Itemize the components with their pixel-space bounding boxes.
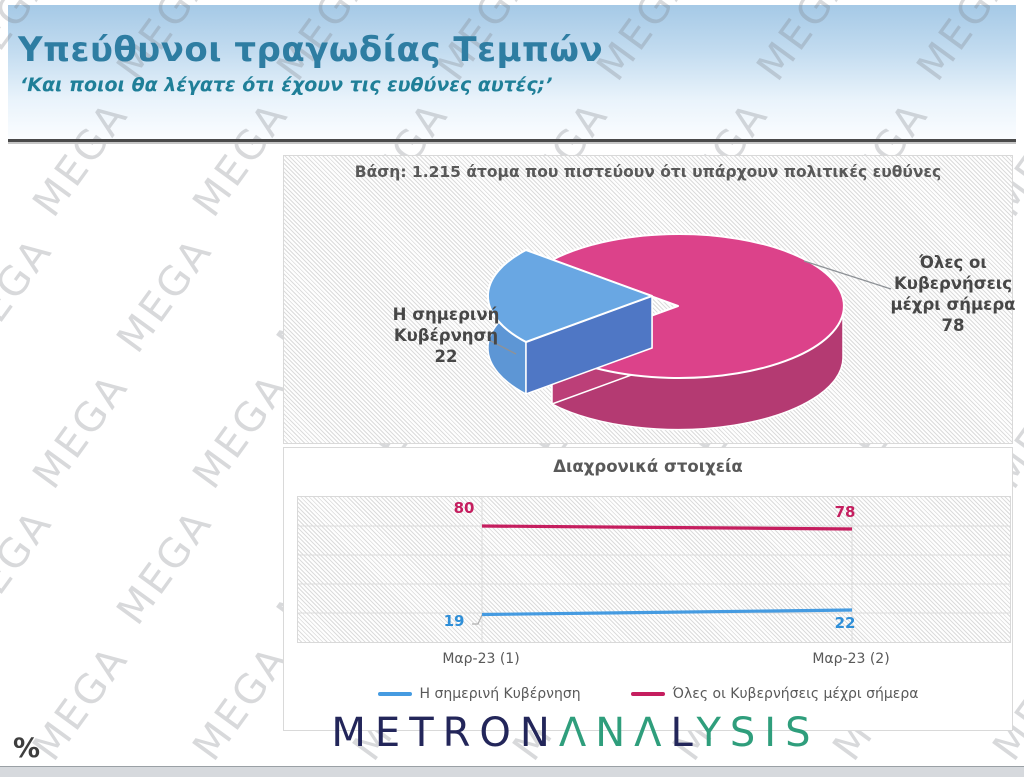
gridlines-vertical	[481, 497, 853, 642]
metron-analysis-logo: METRONΛNΛLYSIS	[331, 710, 819, 756]
series-government-line	[481, 608, 853, 617]
legend-item-government: Η σημερινή Κυβέρνηση	[377, 686, 581, 702]
pie-base-note: Βάση: 1.215 άτομα που πιστεύουν ότι υπάρ…	[354, 163, 942, 181]
pie-blue-top	[486, 249, 653, 343]
logo-ana: ΛNΛ	[558, 710, 671, 756]
mega-watermark: MEGA	[108, 228, 222, 362]
pie-label-all-governments: Όλες οι Κυβερνήσεις μέχρι σήμερα 78	[868, 252, 1024, 336]
logo-l: L	[670, 710, 697, 756]
trend-lines	[298, 497, 1010, 642]
pie-chart-panel: Βάση: 1.215 άτομα που πιστεύουν ότι υπάρ…	[283, 155, 1016, 444]
trend-plot-area	[297, 496, 1011, 643]
pie-value-government: 22	[434, 347, 458, 366]
page-subtitle: ‘Και ποιοι θα λέγατε ότι έχουν τις ευθύν…	[20, 74, 553, 96]
datalabel-pink-1: 80	[453, 499, 475, 517]
mega-watermark: MEGA	[24, 636, 138, 770]
legend-label-all-governments: Όλες οι Κυβερνήσεις μέχρι σήμερα	[672, 686, 919, 702]
logo-ysis: YSIS	[696, 710, 820, 756]
legend-label-government: Η σημερινή Κυβέρνηση	[419, 686, 581, 702]
label-hook-19	[472, 614, 483, 625]
pie-label-government: Η σημερινή Κυβέρνηση 22	[361, 304, 531, 367]
pie-label-government-line1: Η σημερινή	[392, 305, 500, 324]
pie-value-all-governments: 78	[941, 316, 965, 335]
leader-line-left	[488, 339, 517, 355]
legend-line-blue-icon	[377, 692, 412, 696]
pie-label-all-governments-line1: Όλες οι	[919, 253, 987, 272]
mega-watermark: MEGA	[0, 500, 62, 634]
gridlines-horizontal	[298, 525, 1010, 614]
series-all-governments-line	[481, 524, 853, 531]
header-divider-shadow	[8, 142, 1016, 144]
mega-watermark: MEGA	[24, 364, 138, 498]
datalabel-blue-1: 19	[443, 612, 465, 630]
pie-label-all-governments-line3: μέχρι σήμερα	[890, 295, 1016, 314]
leader-line-right	[803, 260, 892, 290]
pie-3d-chart	[486, 233, 892, 431]
mega-watermark: MEGA	[184, 636, 298, 770]
header-background	[8, 5, 1016, 140]
pie-label-all-governments-line2: Κυβερνήσεις	[894, 274, 1012, 293]
legend-item-all-governments: Όλες οι Κυβερνήσεις μέχρι σήμερα	[630, 686, 919, 702]
page-title: Υπεύθυνοι τραγωδίας Τεμπών	[18, 30, 604, 70]
percent-note: %	[13, 733, 41, 764]
legend: Η σημερινή Κυβέρνηση Όλες οι Κυβερνήσεις…	[284, 686, 1012, 702]
header-divider	[8, 139, 1016, 142]
mega-watermark: MEGA	[184, 364, 298, 498]
legend-line-pink-icon	[630, 692, 665, 696]
pie-label-government-line2: Κυβέρνηση	[393, 326, 499, 345]
mega-watermark: MEGA	[0, 228, 62, 362]
header: Υπεύθυνοι τραγωδίας Τεμπών ‘Και ποιοι θα…	[18, 30, 603, 96]
datalabel-pink-2: 78	[834, 503, 856, 521]
trend-title: Διαχρονικά στοιχεία	[553, 457, 743, 476]
datalabel-blue-2: 22	[834, 614, 856, 632]
trend-chart-panel: Διαχρονικά στοιχεία	[283, 447, 1013, 731]
bottom-strip	[0, 766, 1024, 777]
mega-watermark: MEGA	[108, 500, 222, 634]
x-axis-label-1: Μαρ-23 (1)	[442, 651, 520, 667]
logo-metron: METRON	[331, 710, 559, 756]
x-axis-label-2: Μαρ-23 (2)	[812, 651, 890, 667]
